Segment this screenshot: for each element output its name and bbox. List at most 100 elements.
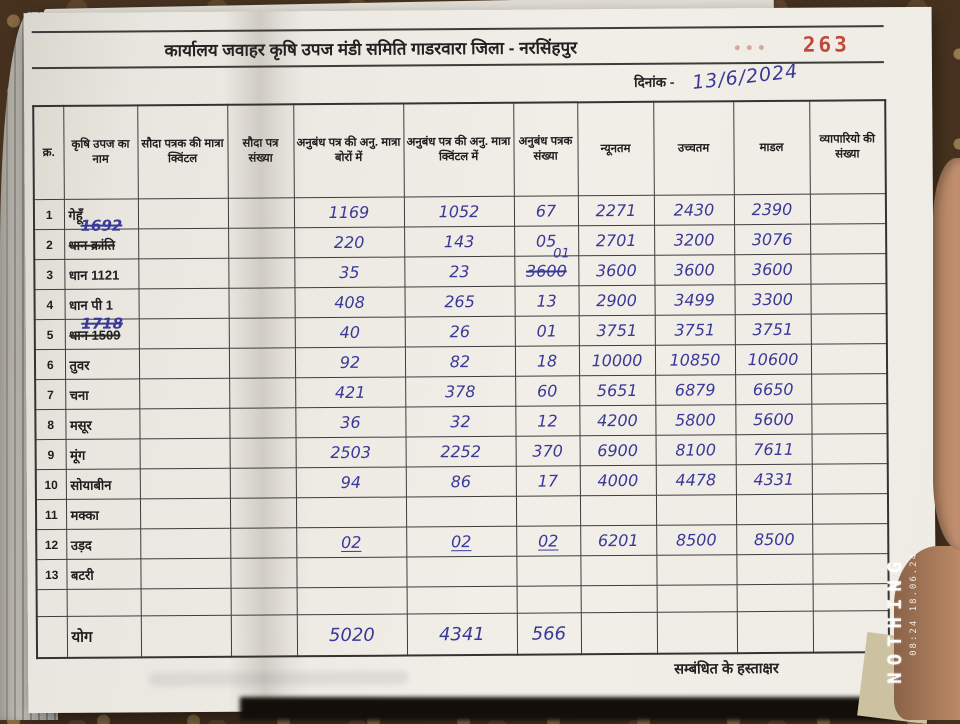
camera-watermark: NOTHING 08:24 18.06.24 <box>884 552 929 684</box>
row-max-price: 3200 <box>654 224 735 256</box>
row-modal-price: 3600 <box>734 254 811 285</box>
row-contract-quintals: 82 <box>404 346 516 378</box>
row-sauda-no <box>229 407 296 439</box>
row-contract-bags: 02 <box>296 527 407 558</box>
row-sauda-no <box>230 557 297 589</box>
row-min-price: 2271 <box>577 195 655 226</box>
total-contract-quintals: 4341 <box>406 613 518 656</box>
row-serial: 5 <box>34 319 65 350</box>
row-max-price <box>655 494 737 526</box>
col-header-contract-bags: अनुबंध पत्र की अनु. मात्रा बोरों में <box>293 103 404 198</box>
header-row: क्र. कृषि उपज का नाम सौदा पत्रक की मात्र… <box>33 100 886 200</box>
col-header-crop-name: कृषि उपज का नाम <box>63 105 138 200</box>
row-min-price <box>580 585 657 613</box>
row-min-price <box>580 555 657 586</box>
row-contract-bags: 421 <box>295 377 406 408</box>
row-serial: 12 <box>36 529 67 560</box>
row-traders-count <box>809 193 887 225</box>
row-contract-bags: 408 <box>294 287 405 318</box>
row-crop-name: बटरी <box>66 558 141 590</box>
row-max-price: 8100 <box>655 434 736 466</box>
row-sauda-qty <box>139 438 230 469</box>
row-contract-quintals: 143 <box>404 226 515 258</box>
mandi-rate-table: क्र. कृषि उपज का नाम सौदा पत्रक की मात्र… <box>32 99 891 660</box>
row-modal-price <box>736 554 813 585</box>
row-serial: 13 <box>36 559 67 590</box>
row-min-price: 6900 <box>579 435 656 466</box>
row-contract-count <box>516 585 581 614</box>
row-traders-count <box>812 553 889 585</box>
date-line: दिनांक - 13/6/2024 <box>32 60 884 103</box>
row-contract-bags <box>295 497 407 528</box>
row-contract-count: 02 <box>516 525 581 557</box>
row-sauda-no <box>229 377 296 409</box>
total-serial-cell <box>36 616 68 659</box>
row-modal-price: 3751 <box>734 314 811 345</box>
row-contract-bags: 40 <box>294 317 405 348</box>
row-min-price: 4200 <box>579 405 656 436</box>
row-serial <box>36 589 67 617</box>
row-modal-price: 7611 <box>735 434 812 465</box>
crop-name-text: मक्का <box>70 507 99 523</box>
row-modal-price: 3076 <box>734 224 811 255</box>
row-serial: 4 <box>34 289 65 320</box>
row-modal-price <box>735 494 813 525</box>
row-contract-bags: 1169 <box>293 197 405 228</box>
row-contract-bags: 36 <box>295 407 406 438</box>
row-contract-quintals <box>406 556 517 588</box>
row-serial: 9 <box>35 439 66 470</box>
total-modal-price <box>736 611 814 654</box>
row-traders-count <box>810 253 887 285</box>
crop-name-text: धान क्रांति <box>68 237 116 253</box>
row-sauda-no <box>228 287 295 319</box>
row-modal-price <box>736 584 813 612</box>
row-sauda-no <box>229 467 296 499</box>
row-sauda-qty <box>138 318 229 349</box>
row-modal-price: 5600 <box>735 404 812 435</box>
row-min-price: 3600 <box>578 255 655 286</box>
col-header-contract-count: अनुबंध पत्रक संख्या <box>513 102 578 197</box>
row-sauda-qty <box>139 378 230 409</box>
row-max-price: 3600 <box>654 254 735 286</box>
col-header-contract-quintals: अनुबंध पत्र की अनु. मात्रा क्विंटल में <box>403 102 514 198</box>
row-modal-price: 6650 <box>735 374 812 405</box>
row-contract-bags: 92 <box>294 347 406 378</box>
row-crop-name: तुवर <box>64 348 140 380</box>
page-bottom-shadow <box>240 697 895 720</box>
row-contract-bags: 35 <box>294 257 405 288</box>
row-traders-count <box>810 223 887 255</box>
row-contract-quintals: 23 <box>404 256 515 288</box>
row-sauda-qty <box>139 408 230 439</box>
total-label: योग <box>66 615 142 658</box>
crop-name-text: धान 1121 <box>68 267 120 283</box>
row-min-price: 6201 <box>580 525 657 556</box>
row-traders-count <box>810 343 888 375</box>
row-contract-count: 13 <box>514 285 579 317</box>
row-serial: 6 <box>34 349 66 380</box>
row-max-price: 4478 <box>655 464 736 496</box>
row-min-price: 2900 <box>578 285 655 316</box>
crop-name-text: मसूर <box>69 417 92 433</box>
row-sauda-qty <box>138 288 229 319</box>
total-row: योग 5020 4341 566 <box>36 610 890 659</box>
row-serial: 7 <box>35 379 66 410</box>
row-sauda-qty <box>138 348 230 379</box>
total-sauda-no <box>230 614 298 657</box>
faint-stamp-marks <box>734 45 764 51</box>
row-contract-count: 3600 01 <box>514 246 579 287</box>
handwritten-note: 1692 <box>80 216 123 235</box>
row-traders-count <box>811 403 888 435</box>
row-contract-count: 67 <box>513 195 579 227</box>
watermark-datetime: 08:24 18.06.24 <box>909 552 919 656</box>
row-traders-count <box>810 313 887 345</box>
row-contract-count: 17 <box>515 465 580 497</box>
row-contract-bags: 2503 <box>295 437 406 468</box>
row-max-price <box>656 584 737 613</box>
crop-name-text: धान पी 1 <box>69 297 113 313</box>
row-traders-count <box>811 463 888 495</box>
row-contract-count: 01 <box>514 315 579 347</box>
row-min-price: 4000 <box>579 465 656 496</box>
row-sauda-qty <box>140 558 231 589</box>
struck-value: 3600 <box>525 261 567 281</box>
